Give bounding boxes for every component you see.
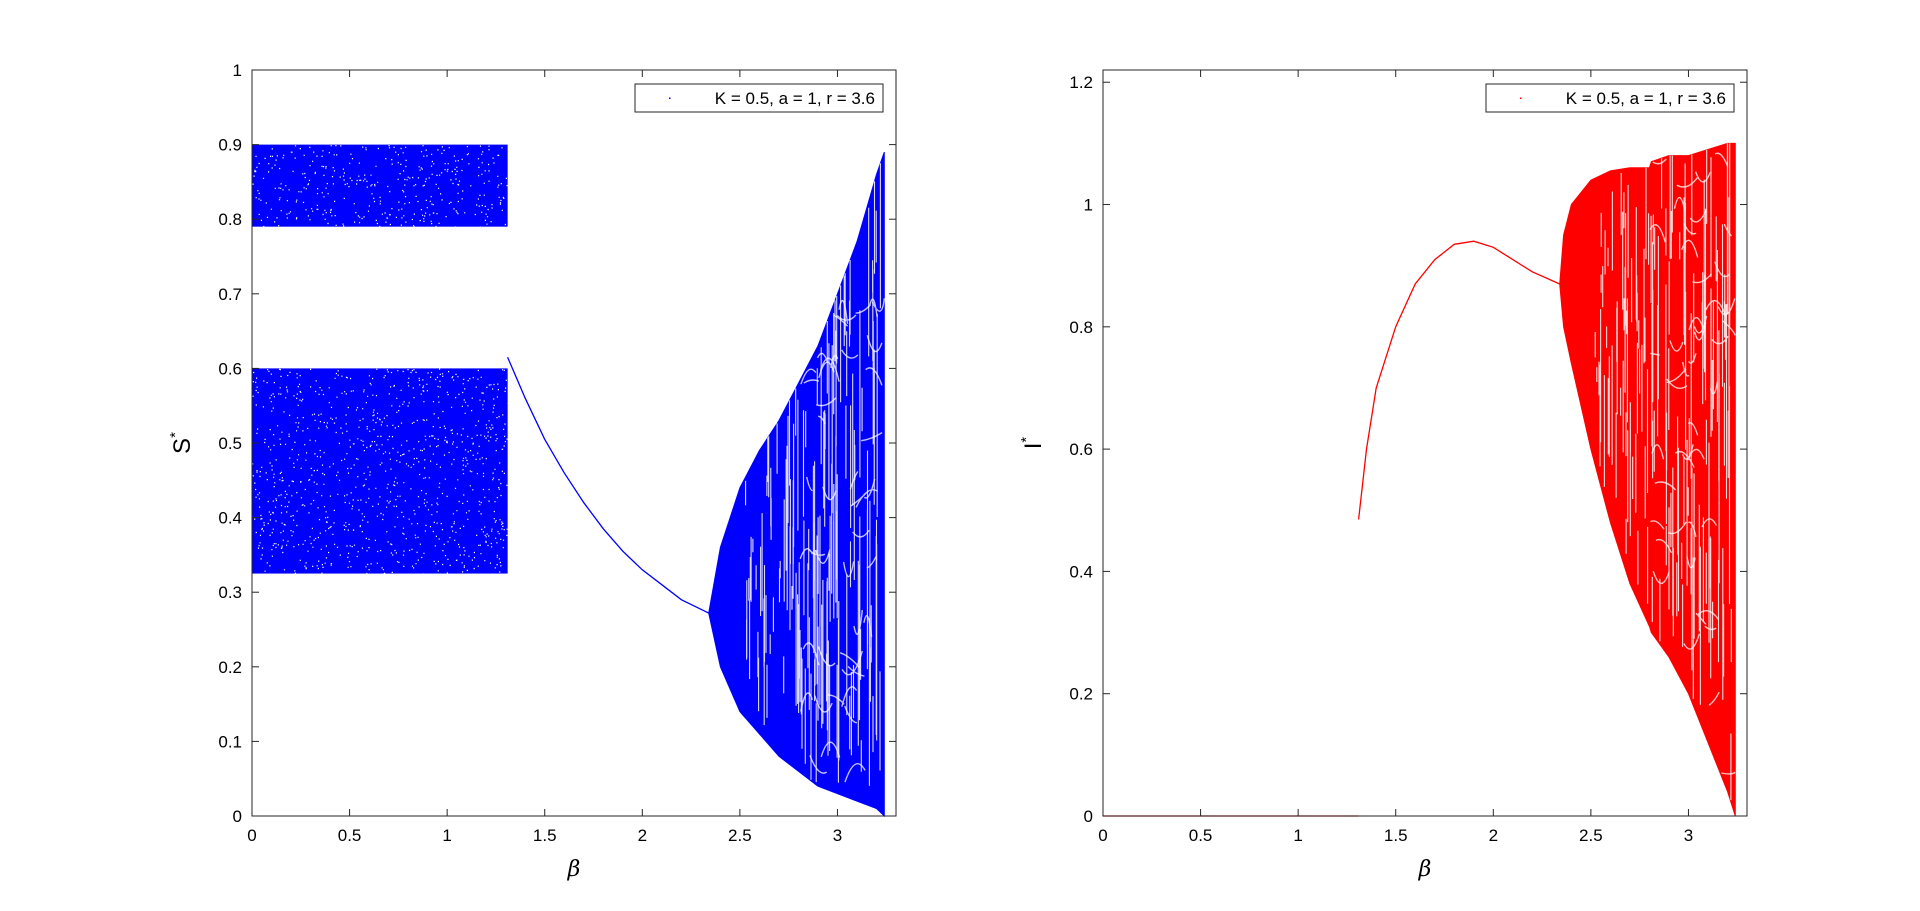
x-tick-label: 3 <box>833 826 842 845</box>
periodic-windows <box>745 163 881 786</box>
series-bifurcation-envelope <box>708 151 885 818</box>
x-tick-label: 1 <box>442 826 451 845</box>
series-bifurcation-envelope <box>1559 142 1736 817</box>
y-tick-label: 0.4 <box>1069 562 1093 581</box>
x-tick-label: 1.5 <box>1384 826 1408 845</box>
chaotic-band <box>252 368 508 574</box>
branch-line <box>507 356 709 614</box>
chart-infected: 0 0.5 1 1.5 2 2.5 3 0 0.2 0.4 0.6 0.8 1 1.2 β I* K = 0.5… <box>1018 69 1748 882</box>
x-tick-label: 1.5 <box>533 826 557 845</box>
y-tick-label: 0 <box>233 807 242 826</box>
x-tick-label: 2.5 <box>1579 826 1603 845</box>
x-axis-label: β <box>567 857 581 882</box>
y-tick-label: 0.6 <box>218 359 242 378</box>
x-tick-label: 3 <box>1684 826 1693 845</box>
y-tick-label: 0.4 <box>218 509 242 528</box>
y-axis-label: S* <box>167 432 196 454</box>
x-tick-label: 2 <box>638 826 647 845</box>
series-stable-branch <box>1357 240 1560 520</box>
y-tick-label: 1 <box>233 61 242 80</box>
y-tick-label: 1.2 <box>1069 73 1093 92</box>
legend-marker <box>1520 97 1522 99</box>
y-axis-label-text: S <box>169 438 196 454</box>
y-tick-label: 0.8 <box>218 210 242 229</box>
legend-box <box>634 83 884 113</box>
y-tick-label: 1 <box>1084 196 1093 215</box>
window-curves <box>1649 152 1736 775</box>
legend-label: K = 0.5, a = 1, r = 3.6 <box>1566 89 1726 108</box>
y-tick-label: 0.5 <box>218 434 242 453</box>
y-tick-label: 0.1 <box>218 732 242 751</box>
x-tick-label: 0.5 <box>338 826 362 845</box>
legend-box <box>1485 83 1735 113</box>
y-axis-label-superscript: * <box>1018 437 1035 443</box>
y-tick-label: 0 <box>1084 807 1093 826</box>
data-layer <box>1103 142 1736 817</box>
chart-susceptible: 0 0.5 1 1.5 2 2.5 3 0 0.1 0.2 0.3 0.4 0.5 0.6 0.7 0.8 0.… <box>167 61 897 882</box>
y-axis-label-text: I <box>1020 443 1047 450</box>
y-tick-label: 0.9 <box>218 136 242 155</box>
x-tick-label: 2.5 <box>728 826 752 845</box>
y-tick-label: 0.7 <box>218 285 242 304</box>
y-tick-label: 0.8 <box>1069 318 1093 337</box>
x-tick-label: 2 <box>1489 826 1498 845</box>
legend-marker <box>669 97 671 99</box>
legend-label: K = 0.5, a = 1, r = 3.6 <box>715 89 875 108</box>
x-tick-label: 0 <box>1098 826 1107 845</box>
y-axis-label: I* <box>1018 437 1047 450</box>
window-curves <box>799 298 885 783</box>
axes-box <box>1102 69 1748 817</box>
x-tick-label: 0 <box>247 826 256 845</box>
y-tick-label: 0.3 <box>218 583 242 602</box>
series-stable-branch <box>507 356 709 614</box>
legend: K = 0.5, a = 1, r = 3.6 <box>634 83 884 113</box>
x-axis-label: β <box>1418 857 1432 882</box>
series-chaotic-band <box>252 144 508 228</box>
periodic-windows <box>1594 143 1732 801</box>
y-tick-label: 0.6 <box>1069 440 1093 459</box>
x-tick-label: 0.5 <box>1189 826 1213 845</box>
x-tick-label: 1 <box>1293 826 1302 845</box>
series-chaotic-band <box>252 368 509 575</box>
y-tick-label: 0.2 <box>218 658 242 677</box>
data-layer <box>252 144 885 818</box>
y-axis-label-superscript: * <box>167 432 184 438</box>
chaotic-band <box>252 144 508 227</box>
y-tick-label: 0.2 <box>1069 685 1093 704</box>
legend: K = 0.5, a = 1, r = 3.6 <box>1485 83 1735 113</box>
branch-line <box>1357 240 1560 520</box>
